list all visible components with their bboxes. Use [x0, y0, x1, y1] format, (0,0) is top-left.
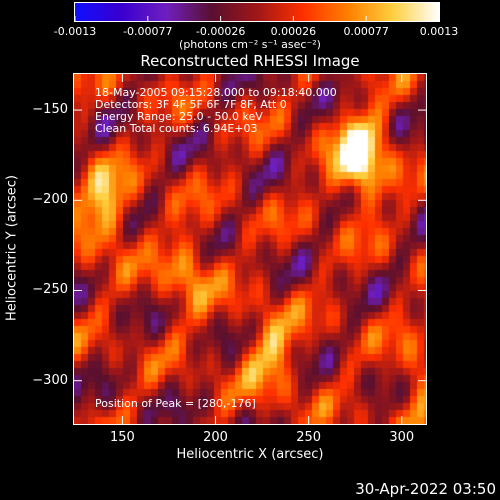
- colorbar-tick-label: 0.00026: [270, 25, 317, 38]
- x-axis-ticks: 150 200 250 300: [0, 430, 500, 446]
- colorbar: [75, 3, 439, 21]
- info-line-1: 18-May-2005 09:15:28.000 to 09:18:40.000: [95, 86, 337, 99]
- heatmap-image: [74, 74, 426, 424]
- plot-frame: [73, 73, 427, 425]
- info-line-3: Energy Range: 25.0 - 50.0 keV: [95, 110, 263, 123]
- colorbar-frame: [74, 2, 440, 22]
- x-tick-label: 250: [296, 430, 322, 445]
- y-tick-label: −150: [32, 102, 68, 118]
- x-tick-label: 200: [203, 430, 228, 445]
- y-tick-label: −300: [32, 372, 68, 388]
- colorbar-unit-label: (photons cm⁻² s⁻¹ asec⁻²): [179, 38, 321, 51]
- y-axis-label: Heliocentric Y (arcsec): [4, 175, 20, 321]
- colorbar-tick-label: 0.0013: [419, 25, 459, 38]
- timestamp: 30-Apr-2022 03:50: [355, 480, 496, 498]
- x-tick-label: 150: [110, 430, 135, 445]
- y-tick-label: −200: [32, 192, 68, 208]
- colorbar-tick-label: -0.00026: [195, 25, 246, 38]
- info-line-4: Clean Total counts: 6.94E+03: [95, 122, 258, 135]
- y-axis-ticks: −150 −200 −250 −300: [0, 0, 68, 500]
- x-tick-label: 300: [389, 430, 415, 445]
- x-axis-label: Heliocentric X (arcsec): [176, 447, 324, 462]
- info-line-2: Detectors: 3F 4F 5F 6F 7F 8F, Att 0: [95, 98, 287, 111]
- peak-position-label: Position of Peak = [280,-176]: [95, 397, 256, 410]
- plot-title: Reconstructed RHESSI Image: [140, 52, 360, 70]
- colorbar-ticks: -0.0013 -0.00077 -0.00026 0.00026 0.00077 0.0…: [0, 25, 500, 39]
- colorbar-tick-label: -0.00077: [123, 25, 173, 38]
- colorbar-tick-label: -0.0013: [53, 25, 97, 38]
- colorbar-tick-label: 0.00077: [343, 25, 389, 38]
- y-tick-label: −250: [32, 282, 68, 298]
